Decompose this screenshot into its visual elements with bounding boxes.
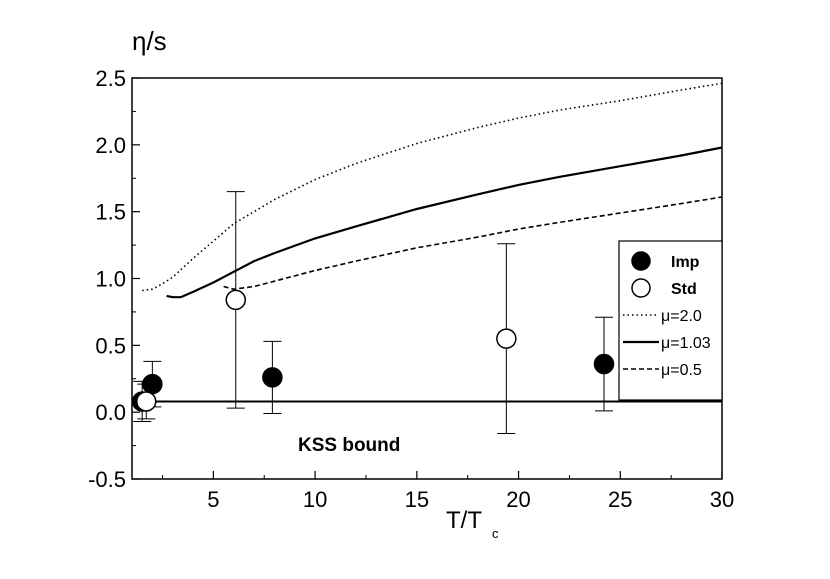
series-line: [166, 146, 723, 299]
x-axis-label: T/T: [446, 507, 482, 534]
legend-label: μ=1.03: [661, 335, 711, 352]
axes: 5 10 15 20 25 30 -0.5 0.0 0.5 1.0 1.5 2.0 2.5: [88, 66, 734, 512]
y-tick-label: 0.0: [95, 400, 126, 425]
data-point-std: [225, 289, 247, 311]
x-tick-label: 15: [405, 487, 429, 512]
y-tick-label: 2.0: [95, 133, 126, 158]
series-layer: [131, 82, 723, 435]
series-line: [142, 82, 723, 292]
series-line: [223, 196, 723, 291]
y-tick-label: 0.5: [95, 333, 126, 358]
legend-marker: [631, 278, 651, 298]
data-point-imp: [593, 353, 615, 375]
data-point-std: [135, 391, 157, 412]
data-point-imp: [262, 367, 283, 388]
legend-label: Std: [671, 281, 697, 298]
y-tick-label: 2.5: [95, 66, 126, 91]
y-axis-label: η/s: [132, 26, 167, 56]
x-tick-label: 10: [303, 487, 327, 512]
legend-label: μ=0.5: [661, 362, 702, 379]
y-tick-label: 1.5: [95, 200, 126, 225]
legend-label: Imp: [671, 254, 700, 271]
y-tick-label: -0.5: [88, 467, 126, 492]
kss-bound-annotation: KSS bound: [298, 435, 400, 456]
x-tick-label: 30: [710, 487, 734, 512]
x-axis-label-subscript: c: [492, 526, 499, 541]
y-tick-label: 1.0: [95, 267, 126, 292]
legend-marker: [631, 251, 651, 271]
x-tick-label: 20: [506, 487, 530, 512]
legend: Imp Std μ=2.0 μ=1.03 μ=0.5: [618, 240, 723, 401]
x-tick-label: 5: [207, 487, 219, 512]
legend-label: μ=2.0: [661, 308, 702, 325]
x-tick-label: 25: [608, 487, 632, 512]
data-point-std: [496, 328, 517, 349]
